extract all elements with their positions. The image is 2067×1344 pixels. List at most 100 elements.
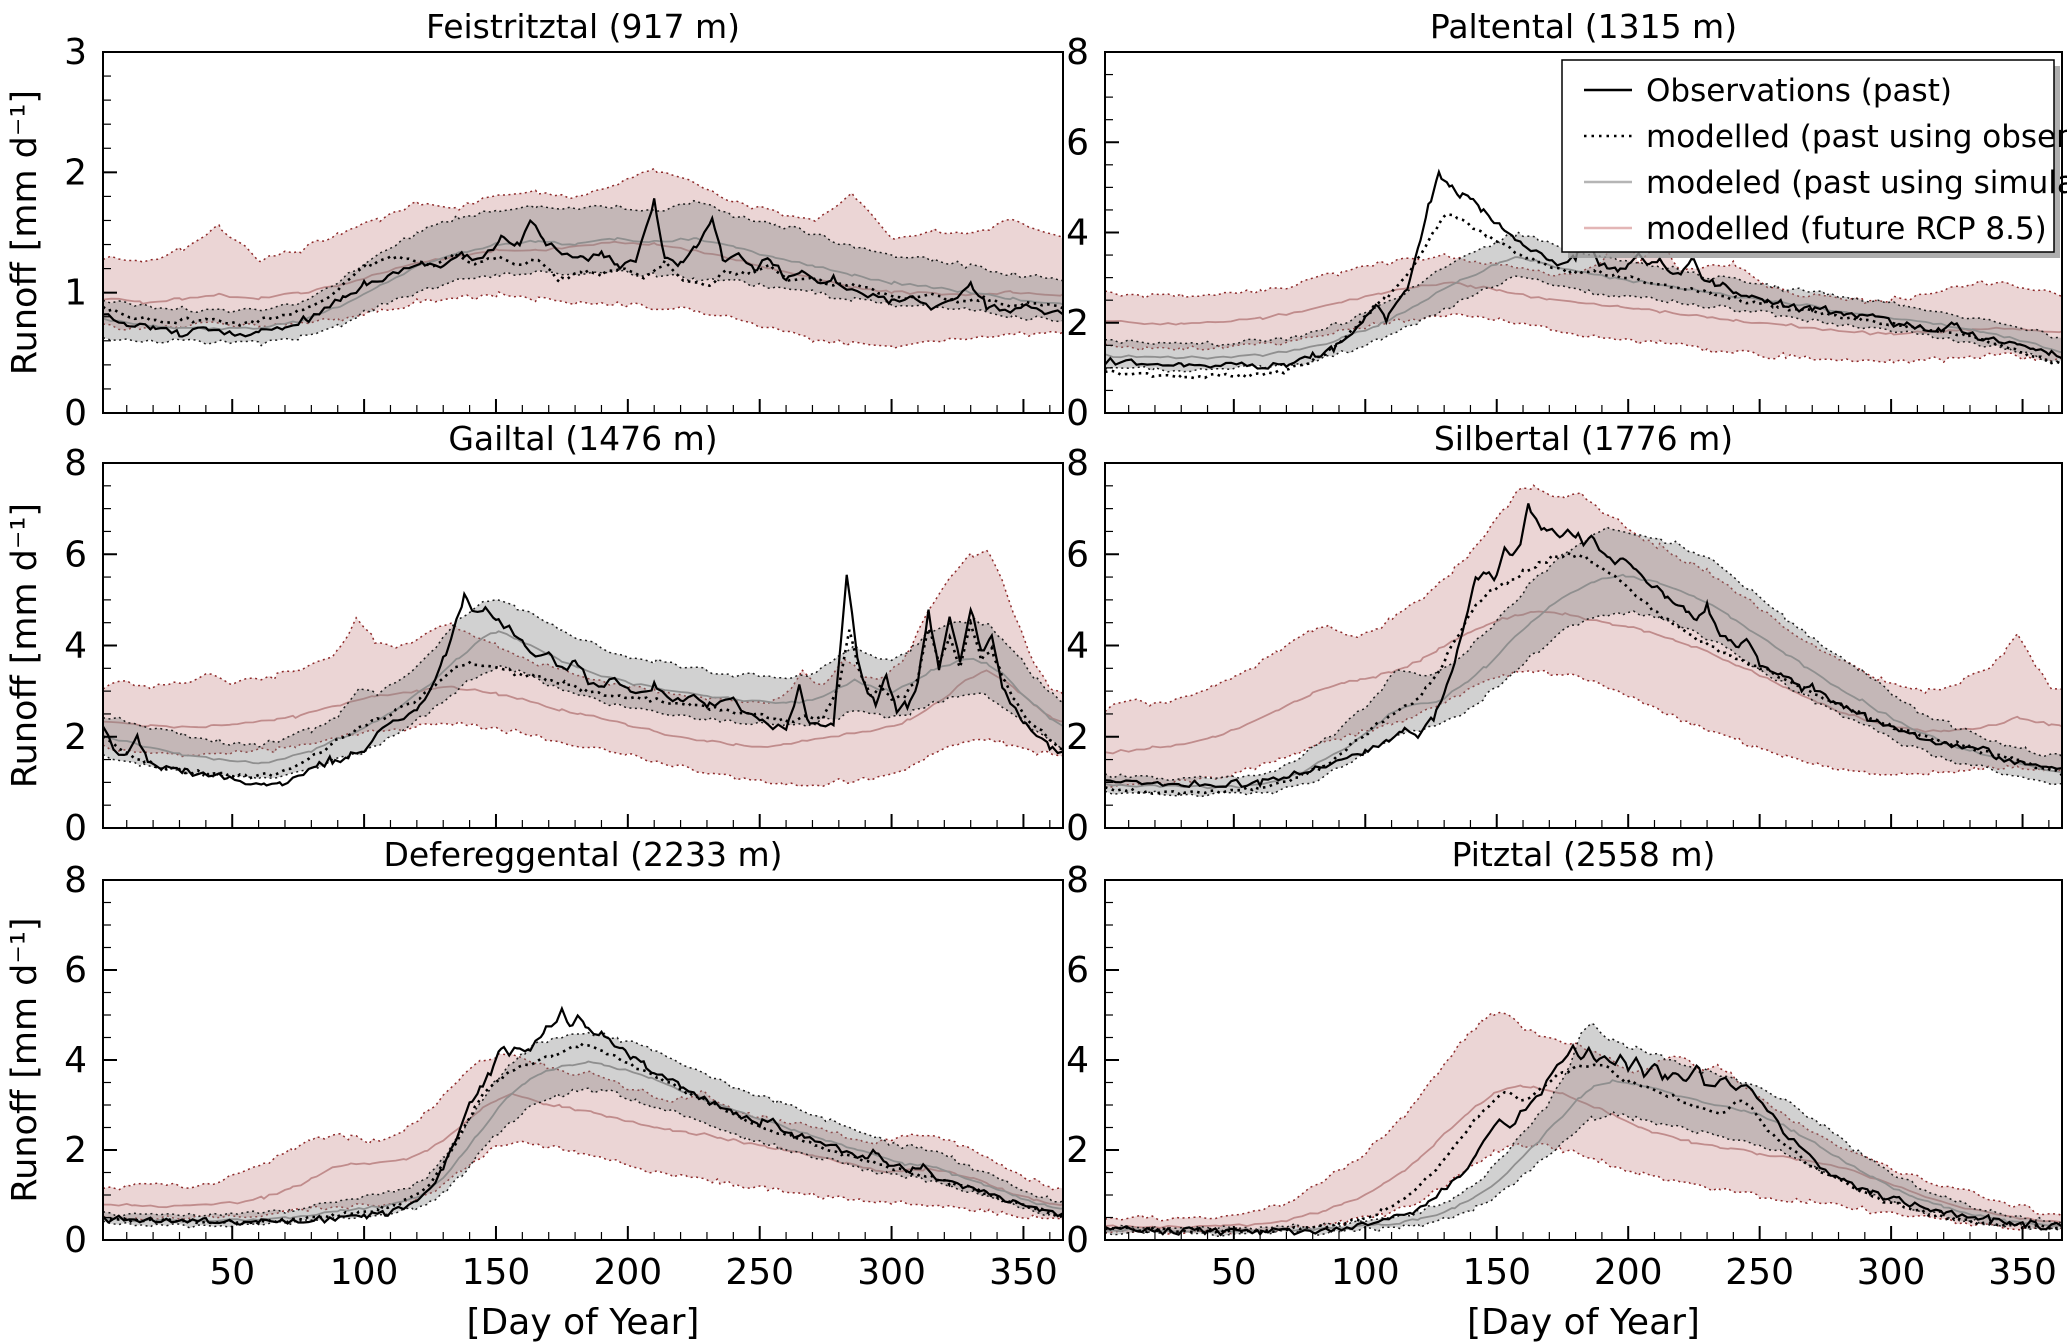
legend-label: Observations (past) [1646, 73, 1952, 109]
panel-pitztal: 0 2 4 6 8 50 100 150 200 250 300 350 [Day of Year] Pi… [1066, 835, 2063, 1343]
panel-title-silbertal: Silbertal (1776 m) [1434, 419, 1733, 458]
x-tick-label: 200 [1594, 1252, 1663, 1293]
legend-label: modeled (past using simulations) [1646, 165, 2067, 201]
feistritztal-band-upper-edge [102, 167, 1064, 263]
gailtal-band-fill [103, 599, 1063, 779]
gailtal-observations-line [102, 574, 1064, 787]
y-tick-label: 0 [64, 1220, 87, 1261]
silbertal-band-fill [1105, 485, 2062, 788]
panel-title-pitztal: Pitztal (2558 m) [1452, 835, 1716, 874]
legend-box [1561, 59, 2055, 253]
gailtal-band-fill [103, 550, 1063, 787]
silbertal-band-upper-edge [1104, 484, 2063, 713]
panel-title-feistritztal: Feistritztal (917 m) [426, 7, 740, 46]
y-tick-label: 2 [1066, 717, 1089, 758]
x-tick-label: 300 [1857, 1252, 1926, 1293]
paltental-band-median [1104, 256, 2063, 360]
y-tick-label: 4 [1066, 213, 1089, 254]
x-axis-label: [Day of Year] [467, 1302, 700, 1343]
feistritztal-axes-box [102, 51, 1064, 414]
y-tick-label: 6 [64, 950, 87, 991]
gailtal-band-lower-edge [102, 720, 1064, 788]
x-tick-label: 50 [209, 1252, 255, 1293]
legend-item-2: modeled (past using simulations) [1584, 165, 2067, 201]
y-axis-label: Runoff [mm d⁻¹] [5, 90, 45, 375]
x-tick-label: 150 [1462, 1252, 1531, 1293]
paltental-band-fill [1105, 226, 2062, 363]
y-tick-label: 8 [64, 860, 87, 901]
x-tick-label: 100 [1331, 1252, 1400, 1293]
pitztal-band-median [1104, 1079, 2063, 1234]
legend-label: modelled (future RCP 8.5) [1646, 211, 2047, 247]
x-tick-label: 250 [725, 1252, 794, 1293]
x-axis-label: [Day of Year] [1467, 1302, 1700, 1343]
y-tick-label: 2 [64, 717, 87, 758]
y-axis-label: Runoff [mm d⁻¹] [5, 503, 45, 788]
y-tick-label: 8 [64, 443, 87, 484]
y-tick-label: 2 [1066, 303, 1089, 344]
feistritztal-band-fill [103, 168, 1063, 349]
x-tick-label: 150 [462, 1252, 531, 1293]
panel-title-paltental: Paltental (1315 m) [1430, 7, 1737, 46]
x-tick-label: 350 [989, 1252, 1058, 1293]
y-tick-label: 2 [1066, 1130, 1089, 1171]
pitztal-observations-line [1104, 1043, 2063, 1237]
x-tick-label: 50 [1211, 1252, 1257, 1293]
y-tick-label: 4 [64, 626, 87, 667]
pitztal-band-upper-edge [1104, 1011, 2063, 1222]
paltental-band-lower-edge [1104, 275, 2063, 373]
y-tick-label: 4 [1066, 626, 1089, 667]
legend: Observations (past) modelled (past using … [1561, 59, 2067, 258]
x-tick-label: 100 [330, 1252, 399, 1293]
y-tick-label: 0 [1066, 1220, 1089, 1261]
y-tick-label: 6 [64, 534, 87, 575]
pitztal-modelled-past-line [1104, 1063, 2063, 1235]
paltental-band-median [1104, 281, 2063, 336]
panel-gailtal: 0 2 4 6 8 Gailtal (1476 m) Runoff [mm d⁻¹] [5, 419, 1064, 849]
pitztal-band-median [1104, 1084, 2063, 1230]
pitztal-band-fill [1105, 1012, 2062, 1235]
x-tick-label: 350 [1988, 1252, 2057, 1293]
gailtal-band-lower-edge [102, 664, 1064, 780]
silbertal-band-upper-edge [1104, 526, 2063, 781]
y-tick-label: 3 [64, 32, 87, 73]
y-tick-label: 4 [64, 1040, 87, 1081]
x-tick-label: 200 [593, 1252, 662, 1293]
feistritztal-observations-line [102, 198, 1064, 338]
y-tick-label: 6 [1066, 534, 1089, 575]
silbertal-band-lower-edge [1104, 669, 2063, 789]
x-tick-label: 300 [857, 1252, 926, 1293]
y-tick-label: 8 [1066, 32, 1089, 73]
feistritztal-band-median [102, 236, 1064, 331]
defereggental-band-fill [103, 1032, 1063, 1228]
y-tick-label: 2 [64, 1130, 87, 1171]
defereggental-band-lower-edge [102, 1087, 1064, 1229]
legend-item-0: Observations (past) [1584, 73, 1952, 109]
y-tick-label: 6 [1066, 122, 1089, 163]
defereggental-band-fill [103, 1053, 1063, 1222]
y-tick-label: 0 [64, 808, 87, 849]
defereggental-modelled-past-line [102, 1041, 1064, 1226]
y-tick-label: 8 [1066, 860, 1089, 901]
y-tick-label: 0 [64, 393, 87, 434]
y-tick-label: 0 [1066, 393, 1089, 434]
defereggental-band-median [103, 1092, 1064, 1209]
panel-title-gailtal: Gailtal (1476 m) [448, 419, 717, 458]
x-tick-label: 250 [1725, 1252, 1794, 1293]
gailtal-band-median [102, 669, 1064, 748]
defereggental-band-median [102, 1060, 1063, 1223]
gailtal-modelled-past-line [102, 618, 1064, 781]
feistritztal-band-median [102, 240, 1064, 305]
defereggental-band-upper-edge [102, 1053, 1064, 1191]
silbertal-observations-line [1104, 503, 2063, 789]
gailtal-band-upper-edge [102, 549, 1064, 705]
y-tick-label: 1 [64, 273, 87, 314]
panel-defereggental: 0 2 4 6 8 50 100 150 200 250 300 350 [Day of Year] De… [5, 835, 1064, 1343]
y-axis-label: Runoff [mm d⁻¹] [5, 917, 45, 1202]
legend-item-1: modelled (past using observations) [1584, 119, 2067, 155]
legend-label: modelled (past using observations) [1646, 119, 2067, 155]
panel-title-defereggental: Defereggental (2233 m) [383, 835, 782, 874]
defereggental-observations-line [102, 1005, 1064, 1226]
feistritztal-band-fill [103, 200, 1063, 346]
